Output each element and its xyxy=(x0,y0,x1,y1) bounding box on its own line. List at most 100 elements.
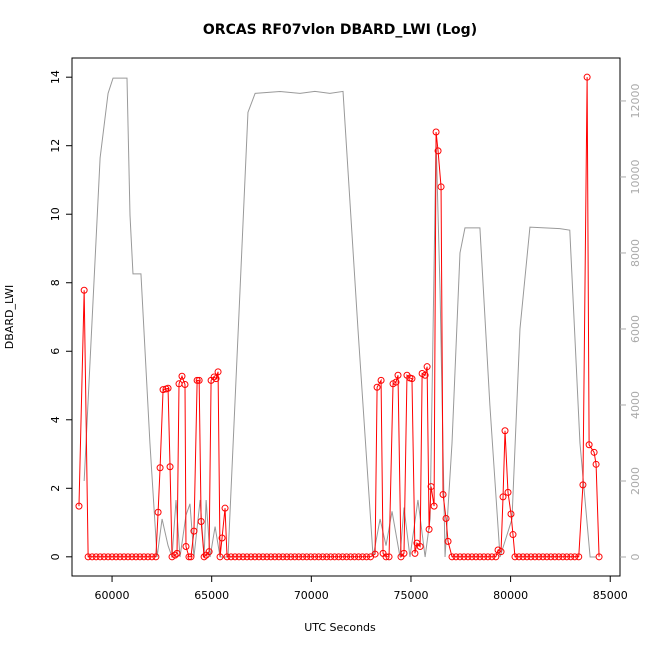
point xyxy=(484,553,492,561)
point xyxy=(197,518,205,526)
y-tick-label: 14 xyxy=(49,70,62,84)
point xyxy=(271,553,279,561)
point xyxy=(156,464,164,472)
point xyxy=(140,553,148,561)
point xyxy=(579,481,587,489)
point xyxy=(551,553,559,561)
point xyxy=(351,553,359,561)
point xyxy=(452,553,460,561)
point xyxy=(359,553,367,561)
point xyxy=(437,183,445,191)
point xyxy=(339,553,347,561)
point xyxy=(504,488,512,496)
point xyxy=(373,383,381,391)
point xyxy=(279,553,287,561)
point xyxy=(100,553,108,561)
y2-tick-label: 2000 xyxy=(629,467,642,495)
point xyxy=(173,549,181,557)
point xyxy=(315,553,323,561)
point xyxy=(185,553,193,561)
point xyxy=(200,553,208,561)
point xyxy=(423,363,431,371)
point xyxy=(456,553,464,561)
point xyxy=(444,537,452,545)
point xyxy=(216,553,224,561)
x-tick-label: 70000 xyxy=(294,589,329,602)
y-tick-label: 10 xyxy=(49,207,62,221)
point xyxy=(327,553,335,561)
y2-tick-label: 4000 xyxy=(629,391,642,419)
y-tick-label: 8 xyxy=(49,279,62,286)
point xyxy=(259,553,267,561)
point xyxy=(343,553,351,561)
point xyxy=(152,553,160,561)
plot-frame xyxy=(71,57,621,577)
point xyxy=(159,386,167,394)
x-tick-label: 65000 xyxy=(194,589,229,602)
point xyxy=(472,553,480,561)
point xyxy=(571,553,579,561)
point xyxy=(497,548,505,556)
point xyxy=(335,553,343,561)
y-tick-label: 6 xyxy=(49,348,62,355)
point xyxy=(425,525,433,533)
point xyxy=(555,553,563,561)
point xyxy=(235,553,243,561)
point xyxy=(214,368,222,376)
point xyxy=(371,550,379,558)
point xyxy=(221,504,229,512)
point xyxy=(104,553,112,561)
point xyxy=(116,553,124,561)
y2-tick-label: 0 xyxy=(629,553,642,560)
point xyxy=(531,553,539,561)
point xyxy=(148,553,156,561)
point xyxy=(492,553,500,561)
point xyxy=(144,553,152,561)
point xyxy=(182,543,190,551)
point xyxy=(227,553,235,561)
x-axis-label: UTC Seconds xyxy=(304,621,376,634)
point xyxy=(267,553,275,561)
point xyxy=(303,553,311,561)
point xyxy=(543,553,551,561)
point xyxy=(210,373,218,381)
y-tick-label: 2 xyxy=(49,485,62,492)
point xyxy=(476,553,484,561)
point xyxy=(136,553,144,561)
point xyxy=(519,553,527,561)
point xyxy=(464,553,472,561)
point xyxy=(347,553,355,561)
point xyxy=(92,553,100,561)
point xyxy=(212,375,220,383)
point xyxy=(408,375,416,383)
point xyxy=(239,553,247,561)
point xyxy=(128,553,136,561)
point xyxy=(132,553,140,561)
point xyxy=(120,553,128,561)
y2-tick-label: 8000 xyxy=(629,239,642,267)
x-tick-label: 80000 xyxy=(493,589,528,602)
y2-tick-label: 12000 xyxy=(629,83,642,118)
point xyxy=(84,553,92,561)
point xyxy=(190,527,198,535)
point xyxy=(392,378,400,386)
point xyxy=(385,553,393,561)
point xyxy=(171,551,179,559)
point xyxy=(394,371,402,379)
point xyxy=(501,427,509,435)
point xyxy=(178,372,186,380)
point xyxy=(460,553,468,561)
point xyxy=(355,553,363,561)
chart-title: ORCAS RF07vlon DBARD_LWI (Log) xyxy=(203,22,477,38)
point xyxy=(427,483,435,491)
point xyxy=(124,553,132,561)
point xyxy=(96,553,104,561)
point xyxy=(195,376,203,384)
point xyxy=(291,553,299,561)
point xyxy=(575,553,583,561)
point xyxy=(523,553,531,561)
point xyxy=(377,376,385,384)
point xyxy=(448,553,456,561)
point xyxy=(592,460,600,468)
